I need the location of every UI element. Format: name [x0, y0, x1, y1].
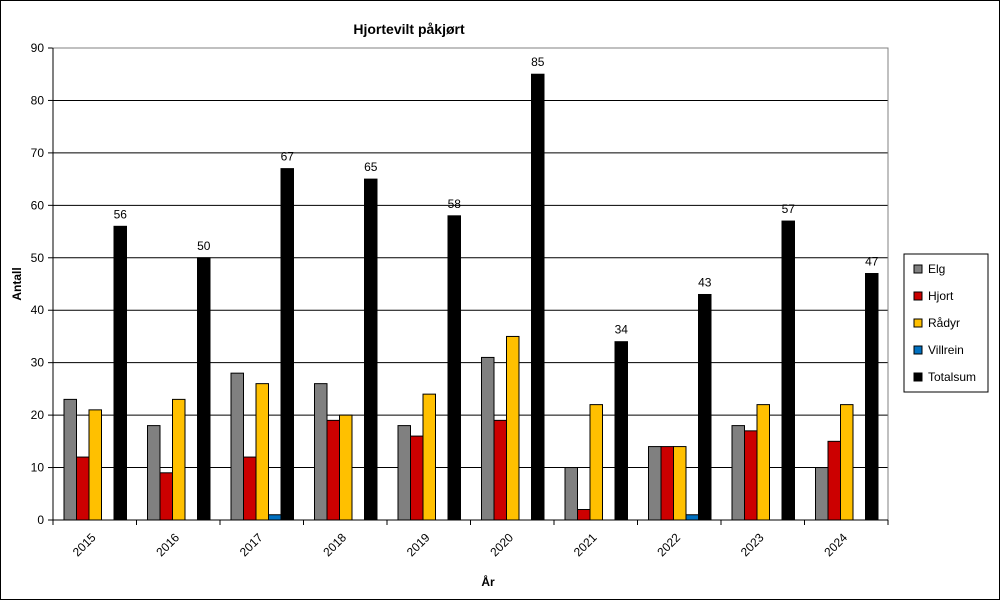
- bar-elg: [397, 425, 411, 521]
- bar-totalsum: [197, 257, 211, 521]
- y-tick-label: 60: [31, 198, 45, 212]
- bar-hjort: [493, 419, 507, 521]
- x-tick-label: 2015: [70, 530, 99, 559]
- bar-rådyr: [172, 398, 186, 521]
- bar-elg: [481, 356, 495, 521]
- y-tick-label: 40: [31, 303, 45, 317]
- data-label: 56: [114, 207, 128, 221]
- bars: [63, 73, 879, 521]
- bar-hjort: [744, 430, 758, 521]
- bar-totalsum: [280, 168, 294, 521]
- legend-label: Elg: [928, 262, 945, 276]
- y-tick-label: 20: [31, 408, 45, 422]
- bar-rådyr: [756, 404, 770, 521]
- bar-hjort: [660, 446, 674, 521]
- axes: [48, 47, 889, 525]
- bar-totalsum: [865, 273, 879, 521]
- y-tick-label: 10: [31, 461, 45, 475]
- data-label: 47: [865, 255, 879, 269]
- y-tick-label: 0: [37, 513, 44, 527]
- bar-elg: [147, 425, 161, 521]
- legend-swatch: [913, 264, 923, 274]
- bar-hjort: [159, 472, 173, 521]
- data-label: 58: [448, 197, 462, 211]
- bar-totalsum: [364, 178, 378, 521]
- bar-hjort: [326, 419, 340, 521]
- bar-elg: [230, 372, 244, 521]
- bar-elg: [63, 398, 77, 521]
- legend-swatch: [913, 372, 923, 382]
- bar-elg: [731, 425, 745, 521]
- legend-label: Villrein: [928, 343, 964, 357]
- y-tick-label: 90: [31, 41, 45, 55]
- bar-totalsum: [614, 341, 628, 521]
- x-tick-label: 2016: [153, 530, 182, 559]
- x-tick-label: 2018: [320, 530, 349, 559]
- bar-totalsum: [781, 220, 795, 521]
- bar-rådyr: [88, 409, 102, 521]
- y-tick-label: 70: [31, 146, 45, 160]
- legend-label: Hjort: [928, 289, 954, 303]
- legend-label: Totalsum: [928, 370, 976, 384]
- data-label: 85: [531, 55, 545, 69]
- data-label: 65: [364, 160, 378, 174]
- x-tick-label: 2020: [487, 530, 516, 559]
- x-axis-title: År: [481, 574, 495, 589]
- bar-rådyr: [339, 414, 353, 521]
- bar-hjort: [243, 456, 257, 521]
- y-axis-title: Antall: [10, 267, 24, 300]
- legend-label: Rådyr: [928, 316, 960, 330]
- data-label: 67: [281, 150, 295, 164]
- bar-rådyr: [422, 393, 436, 521]
- bar-hjort: [827, 440, 841, 521]
- bar-hjort: [410, 435, 424, 521]
- x-tick-label: 2021: [571, 530, 600, 559]
- bar-totalsum: [113, 225, 127, 521]
- bar-hjort: [76, 456, 90, 521]
- data-label: 34: [615, 323, 629, 337]
- legend-swatch: [913, 291, 923, 301]
- chart-title: Hjortevilt påkjørt: [353, 21, 465, 37]
- x-tick-label: 2019: [404, 530, 433, 559]
- bar-elg: [648, 446, 662, 521]
- legend-swatch: [913, 345, 923, 355]
- y-tick-label: 50: [31, 251, 45, 265]
- bar-rådyr: [506, 335, 520, 521]
- x-tick-label: 2017: [237, 530, 266, 559]
- bar-elg: [564, 467, 578, 521]
- bar-totalsum: [531, 73, 545, 521]
- data-label: 57: [782, 202, 796, 216]
- bar-rådyr: [255, 383, 269, 521]
- bar-elg: [314, 383, 328, 521]
- data-label: 43: [698, 275, 712, 289]
- bar-elg: [815, 467, 829, 521]
- y-tick-label: 30: [31, 356, 45, 370]
- bar-rådyr: [840, 404, 854, 521]
- bar-hjort: [577, 509, 591, 521]
- x-tick-label: 2024: [821, 530, 850, 559]
- x-tick-label: 2023: [738, 530, 767, 559]
- bar-totalsum: [447, 215, 461, 521]
- legend: Elg Hjort Rådyr Villrein Totalsum: [903, 253, 989, 393]
- bar-villrein: [268, 514, 282, 521]
- bar-rådyr: [673, 446, 687, 521]
- y-tick-label: 80: [31, 93, 45, 107]
- bar-rådyr: [589, 404, 603, 521]
- legend-swatch: [913, 318, 923, 328]
- bar-villrein: [685, 514, 699, 521]
- bar-totalsum: [698, 293, 712, 521]
- x-tick-label: 2022: [654, 530, 683, 559]
- data-label: 50: [197, 239, 211, 253]
